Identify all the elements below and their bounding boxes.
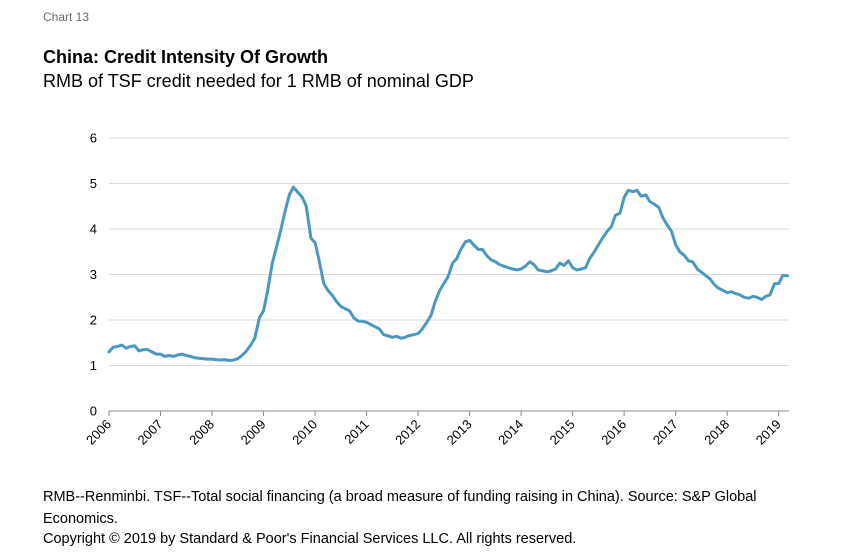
x-tick-label: 2018 bbox=[701, 417, 732, 448]
x-tick-label: 2017 bbox=[650, 417, 681, 448]
series-group bbox=[107, 185, 789, 362]
x-tick-label: 2019 bbox=[753, 417, 784, 448]
x-tick-label: 2015 bbox=[547, 417, 578, 448]
source-note: RMB--Renminbi. TSF--Total social financi… bbox=[43, 489, 757, 527]
x-tick-label: 2006 bbox=[83, 417, 114, 448]
y-tick-label: 1 bbox=[90, 358, 97, 373]
copyright-text: Copyright © 2019 by Standard & Poor's Fi… bbox=[43, 531, 577, 547]
chart-subtitle: RMB of TSF credit needed for 1 RMB of no… bbox=[43, 71, 474, 91]
x-tick-label: 2007 bbox=[135, 417, 166, 448]
x-tick-label: 2011 bbox=[341, 417, 371, 447]
x-tick-label: 2008 bbox=[186, 417, 217, 448]
gridlines bbox=[109, 137, 789, 366]
x-axis: 2006 2007 2008 2009 2010 2011 2012 2013 2014 2015… bbox=[83, 410, 789, 448]
y-axis-ticks: 0 1 2 3 4 5 6 bbox=[90, 131, 97, 419]
y-tick-label: 6 bbox=[90, 131, 97, 146]
series-line-0 bbox=[107, 185, 789, 362]
y-tick-label: 2 bbox=[90, 313, 97, 328]
x-tick-label: 2013 bbox=[444, 417, 475, 448]
x-tick-label: 2012 bbox=[392, 417, 423, 448]
y-tick-label: 5 bbox=[90, 176, 97, 191]
chart-title: China: Credit Intensity Of Growth bbox=[43, 47, 329, 67]
x-tick-label: 2010 bbox=[289, 417, 320, 448]
x-tick-label: 2016 bbox=[598, 417, 629, 448]
chart-number-label: Chart 13 bbox=[43, 10, 90, 24]
y-tick-label: 0 bbox=[90, 404, 97, 419]
x-tick-label: 2014 bbox=[495, 417, 526, 448]
y-tick-label: 3 bbox=[90, 267, 97, 282]
line-chart: 0 1 2 3 4 5 6 2006 2007 2008 2009 2010 2011 2012 2013… bbox=[83, 131, 789, 448]
x-tick-label: 2009 bbox=[238, 417, 269, 448]
y-tick-label: 4 bbox=[90, 222, 97, 237]
